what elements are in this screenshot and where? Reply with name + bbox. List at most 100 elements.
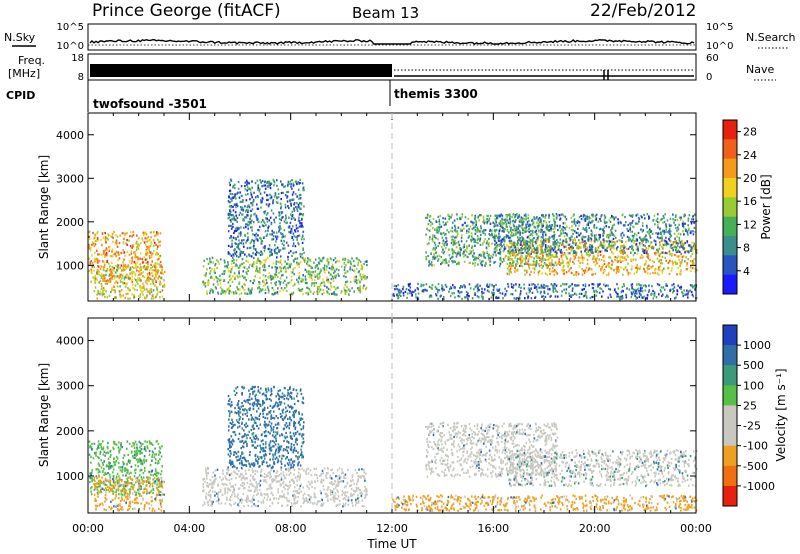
data-cell: [161, 295, 164, 298]
data-cell: [105, 273, 107, 277]
data-cell: [108, 245, 110, 249]
data-cell: [661, 271, 664, 274]
data-cell: [163, 283, 166, 286]
data-cell: [349, 266, 352, 269]
data-cell: [577, 273, 580, 276]
data-cell: [619, 259, 622, 262]
data-cell: [282, 281, 285, 284]
data-cell: [573, 213, 575, 216]
data-cell: [229, 219, 232, 222]
data-cell: [621, 285, 624, 288]
data-cell: [115, 280, 118, 283]
data-cell: [238, 293, 241, 296]
data-cell: [587, 253, 590, 256]
data-cell: [482, 254, 485, 257]
data-cell: [270, 209, 273, 212]
data-cell: [602, 272, 605, 275]
data-cell: [132, 271, 135, 274]
data-cell: [259, 271, 261, 274]
data-cell: [238, 196, 241, 199]
data-cell: [460, 228, 462, 231]
data-cell: [501, 261, 504, 264]
data-cell: [146, 258, 148, 261]
data-cell: [581, 268, 583, 271]
data-cell: [258, 225, 261, 228]
data-cell: [435, 220, 438, 224]
data-cell: [203, 283, 205, 286]
data-cell: [524, 260, 527, 263]
data-cell: [244, 253, 246, 256]
data-cell: [160, 264, 162, 267]
data-cell: [94, 260, 96, 263]
data-cell: [652, 271, 654, 275]
data-cell: [250, 255, 253, 258]
data-cell: [318, 285, 320, 289]
data-cell: [324, 271, 326, 274]
data-cell: [292, 198, 295, 201]
data-cell: [427, 223, 430, 226]
data-cell: [649, 244, 652, 247]
data-cell: [209, 266, 211, 270]
data-cell: [240, 292, 243, 295]
data-cell: [615, 295, 618, 298]
data-cell: [681, 291, 683, 294]
data-cell: [331, 268, 334, 271]
data-cell: [577, 246, 580, 249]
data-cell: [513, 253, 515, 257]
data-cell: [471, 297, 474, 300]
data-cell: [105, 252, 108, 255]
data-cell: [592, 219, 594, 223]
data-cell: [313, 282, 315, 285]
data-cell: [489, 264, 491, 267]
data-cell: [314, 266, 317, 269]
data-cell: [260, 250, 262, 253]
data-cell: [240, 185, 243, 188]
data-cell: [644, 217, 646, 220]
data-cell: [545, 240, 548, 243]
data-cell: [505, 236, 508, 239]
data-cell: [655, 243, 657, 246]
data-cell: [570, 267, 572, 270]
data-cell: [274, 244, 276, 247]
data-cell: [356, 257, 358, 260]
data-cell: [557, 229, 559, 232]
data-cell: [560, 213, 563, 216]
data-cell: [686, 289, 688, 292]
data-cell: [582, 259, 584, 262]
data-cell: [577, 244, 579, 247]
data-cell: [586, 270, 588, 273]
data-cell: [575, 272, 577, 275]
data-cell: [229, 278, 231, 281]
data-cell: [515, 297, 517, 300]
data-cell: [251, 180, 253, 183]
data-cell: [624, 267, 626, 270]
data-cell: [153, 249, 155, 253]
data-cell: [260, 242, 263, 245]
data-cell: [111, 277, 113, 280]
data-cell: [485, 247, 488, 250]
data-cell: [617, 221, 620, 224]
data-cell: [581, 288, 583, 291]
data-cell: [261, 197, 264, 200]
data-cell: [452, 221, 454, 224]
data-cell: [496, 288, 498, 291]
data-cell: [591, 283, 593, 286]
data-cell: [312, 271, 315, 274]
data-cell: [541, 250, 543, 253]
data-cell: [552, 242, 555, 245]
data-cell: [541, 266, 543, 269]
data-cell: [676, 255, 678, 258]
data-cell: [557, 246, 560, 249]
data-cell: [493, 286, 495, 289]
data-cell: [669, 235, 671, 239]
data-cell: [571, 283, 573, 286]
data-cell: [250, 290, 252, 293]
data-cell: [525, 225, 528, 228]
data-cell: [589, 221, 592, 224]
data-cell: [517, 248, 519, 251]
data-cell: [486, 284, 488, 287]
data-cell: [257, 259, 260, 262]
data-cell: [446, 243, 448, 246]
data-cell: [595, 250, 597, 253]
data-cell: [96, 269, 99, 272]
